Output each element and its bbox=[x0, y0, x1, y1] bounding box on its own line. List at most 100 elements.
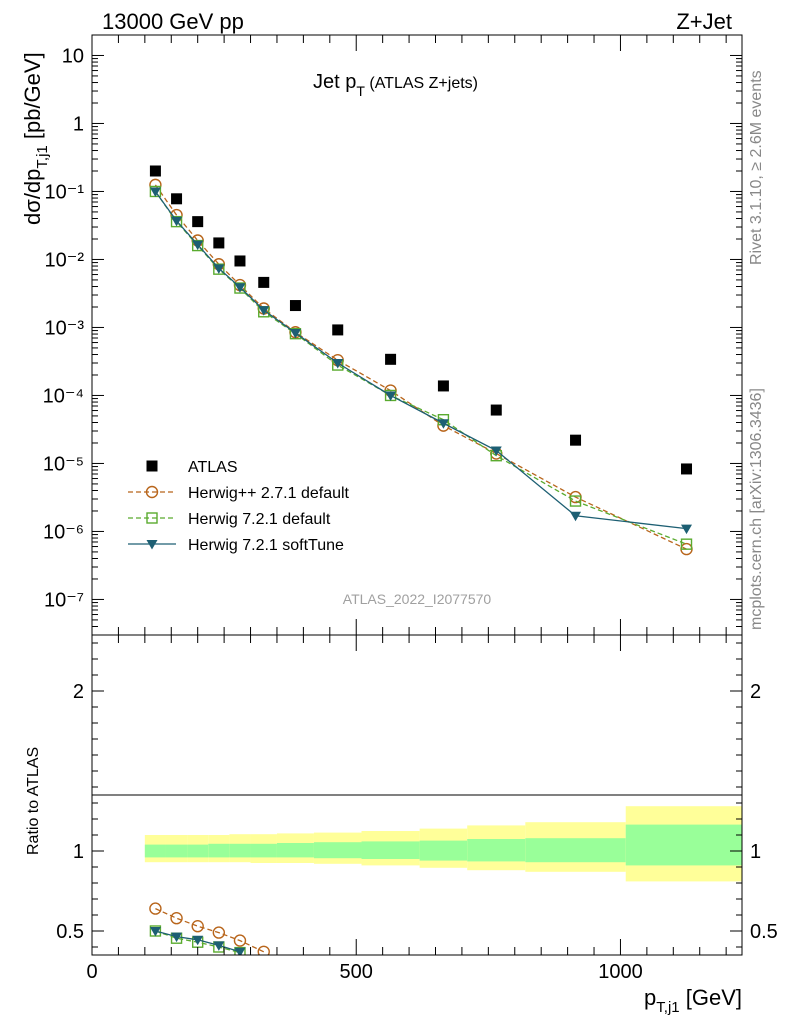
ratio-inner-band bbox=[250, 843, 277, 858]
data-point-series-2 bbox=[289, 327, 302, 340]
main-series-group bbox=[149, 165, 693, 556]
y-tick-label: 10⁻⁶ bbox=[43, 521, 84, 543]
data-point-series-0 bbox=[289, 300, 301, 312]
ratio-y-tick-label-right: 1 bbox=[750, 841, 761, 863]
legend-entry: Herwig++ 2.7.1 default bbox=[188, 485, 350, 502]
ratio-point-series-2 bbox=[234, 946, 246, 955]
data-point-series-0 bbox=[681, 463, 693, 475]
data-point-series-0 bbox=[234, 255, 246, 267]
main-y-axis-label: dσ/dpT,j1 [pb/GeV] bbox=[20, 52, 51, 225]
ratio-frame bbox=[91, 634, 743, 956]
x-tick-label: 1000 bbox=[598, 961, 643, 983]
data-point-series-2 bbox=[234, 282, 246, 294]
y-tick-label: 10⁻⁵ bbox=[43, 453, 84, 475]
data-point-series-0 bbox=[570, 434, 582, 446]
ratio-point-series-1 bbox=[257, 945, 270, 955]
legend-marker bbox=[145, 485, 159, 499]
data-point-series-0 bbox=[490, 404, 502, 416]
y-label-main: dσ/dp bbox=[20, 169, 45, 225]
data-point-series-3 bbox=[385, 391, 397, 401]
ratio-inner-band bbox=[187, 844, 209, 858]
data-point-series-0 bbox=[192, 216, 204, 228]
data-point-series-2 bbox=[569, 495, 582, 507]
data-point-series-0 bbox=[332, 324, 344, 336]
ratio-inner-band bbox=[467, 839, 526, 862]
ratio-y-tick-label: 1 bbox=[73, 841, 84, 863]
legend-entry: ATLAS bbox=[188, 459, 238, 476]
legend-marker bbox=[146, 512, 158, 524]
data-point-series-3 bbox=[490, 446, 502, 457]
y-tick-label: 10 bbox=[62, 45, 84, 67]
data-point-series-0 bbox=[437, 380, 449, 392]
ratio-y-axis-label: Ratio to ATLAS bbox=[25, 747, 42, 855]
ratio-y-tick-label: 0.5 bbox=[56, 921, 84, 943]
ratio-point-series-3 bbox=[149, 927, 161, 937]
data-point-series-3 bbox=[149, 187, 161, 197]
ratio-y-tick-label: 2 bbox=[73, 681, 84, 703]
ratio-inner-band bbox=[165, 844, 188, 858]
chart-title-suffix: (ATLAS Z+jets) bbox=[365, 75, 478, 92]
ratio-y-tick-label-right: 0.5 bbox=[750, 921, 778, 943]
ratio-series-group bbox=[149, 902, 270, 955]
data-point-series-2 bbox=[170, 215, 183, 228]
legend-marker bbox=[146, 460, 158, 472]
ratio-inner-band bbox=[525, 838, 626, 863]
main-y-ticks: 10⁻⁷ 10⁻⁶ 10⁻⁵ 10⁻⁴ 10⁻³ 10⁻² 10⁻¹ 1 10 bbox=[43, 34, 742, 636]
ratio-point-series-1 bbox=[233, 934, 247, 947]
y-tick-label: 10⁻³ bbox=[45, 317, 85, 339]
legend: ATLAS Herwig++ 2.7.1 default Herwig 7.2.1 … bbox=[128, 459, 350, 554]
data-point-series-2 bbox=[191, 239, 204, 252]
ratio-panel: 0 500 1000 0.5 0.5 1 1 2 2 Ratio to ATLAS pT,j1 … bbox=[25, 634, 778, 1016]
data-point-series-3 bbox=[437, 419, 449, 429]
y-tick-label: 1 bbox=[73, 113, 84, 135]
ratio-inner-band bbox=[229, 843, 251, 858]
x-label-main: p bbox=[644, 985, 656, 1010]
legend-entry: Herwig 7.2.1 default bbox=[188, 511, 331, 528]
rivet-version-label: Rivet 3.1.10, ≥ 2.6M events bbox=[748, 70, 765, 265]
data-point-series-3 bbox=[234, 283, 246, 293]
x-tick-label: 500 bbox=[340, 961, 373, 983]
ratio-point-series-3 bbox=[213, 941, 225, 951]
y-tick-label: 10⁻¹ bbox=[45, 181, 85, 203]
data-point-series-2 bbox=[213, 263, 225, 275]
y-label-suffix: [pb/GeV] bbox=[20, 52, 45, 145]
chart-title-main: Jet p bbox=[313, 71, 356, 93]
analysis-watermark: ATLAS_2022_I2077570 bbox=[343, 591, 492, 607]
ratio-point-series-1 bbox=[191, 920, 204, 933]
ratio-ticks: 0 500 1000 0.5 0.5 1 1 2 2 bbox=[56, 635, 778, 983]
data-point-series-3 bbox=[570, 511, 582, 522]
ratio-y-tick-label-right: 2 bbox=[750, 681, 761, 703]
data-point-series-3 bbox=[332, 359, 344, 369]
y-tick-label: 10⁻² bbox=[45, 249, 85, 271]
x-label-suffix: [GeV] bbox=[680, 985, 742, 1010]
header-left-label: 13000 GeV pp bbox=[102, 9, 244, 34]
chart-title-sub: T bbox=[356, 83, 365, 99]
data-point-series-3 bbox=[171, 216, 183, 227]
ratio-point-series-1 bbox=[170, 912, 183, 925]
ratio-point-series-3 bbox=[234, 947, 246, 955]
data-point-series-3 bbox=[289, 328, 301, 339]
data-point-series-3 bbox=[192, 240, 204, 251]
data-point-series-3 bbox=[681, 524, 693, 535]
x-label-sub: T,j1 bbox=[656, 999, 679, 1016]
data-point-series-0 bbox=[171, 193, 183, 205]
y-tick-label: 10⁻⁷ bbox=[44, 589, 84, 611]
data-point-series-2 bbox=[680, 538, 693, 550]
ratio-point-series-1 bbox=[212, 926, 226, 939]
y-tick-label: 10⁻⁴ bbox=[43, 385, 84, 407]
data-point-series-3 bbox=[258, 306, 270, 316]
ratio-inner-band bbox=[144, 844, 166, 858]
ratio-inner-band bbox=[625, 824, 742, 866]
chart-title: Jet pT (ATLAS Z+jets) bbox=[313, 71, 478, 99]
ratio-uncertainty-bands bbox=[144, 806, 742, 882]
data-point-series-0 bbox=[258, 276, 270, 288]
legend-entry: Herwig 7.2.1 softTune bbox=[188, 537, 344, 554]
data-point-series-0 bbox=[385, 353, 397, 365]
data-point-series-0 bbox=[149, 165, 161, 177]
data-point-series-0 bbox=[213, 237, 225, 249]
ratio-inner-band bbox=[313, 842, 362, 859]
ratio-inner-band bbox=[419, 840, 468, 861]
ratio-inner-band bbox=[361, 841, 420, 859]
series-line-3 bbox=[154, 191, 687, 530]
